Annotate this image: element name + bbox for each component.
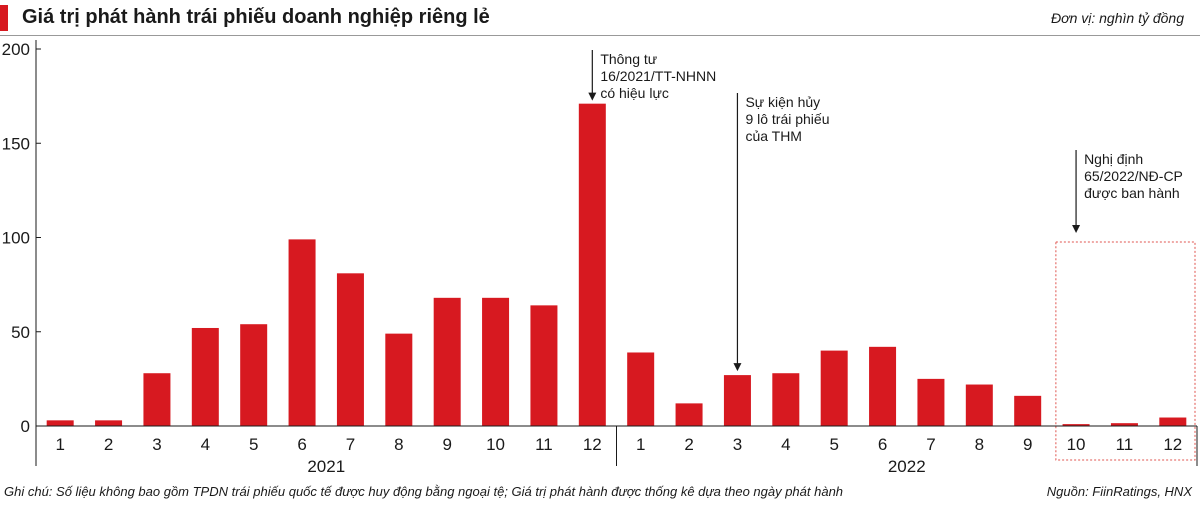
y-tick-label: 200 [2,40,30,59]
x-tick-label: 7 [346,435,355,454]
x-tick-label: 1 [636,435,645,454]
bar [143,373,171,426]
x-tick-label: 4 [201,435,210,454]
x-tick-label: 8 [975,435,984,454]
bar [723,375,751,426]
bar [191,327,219,426]
x-tick-label: 5 [829,435,838,454]
bar [336,273,364,426]
x-tick-label: 12 [1163,435,1182,454]
title-accent-bar [0,5,8,31]
x-tick-label: 11 [1116,435,1134,454]
footer-note: Ghi chú: Số liệu không bao gồm TPDN trái… [4,484,844,499]
bar [482,297,510,426]
x-tick-label: 8 [394,435,403,454]
bar [627,352,655,426]
bar [240,324,268,426]
bar [433,297,461,426]
bar [530,305,558,426]
bar [820,350,848,426]
bar [917,378,945,426]
chart-title: Giá trị phát hành trái phiếu doanh nghiệ… [22,6,490,28]
annotation-text: Sự kiện hủy [745,94,820,110]
annotation-text: 9 lô trái phiếu [745,111,829,127]
x-tick-label: 9 [1023,435,1032,454]
x-tick-label: 10 [1067,435,1086,454]
y-tick-label: 100 [2,229,30,248]
annotation-text: của THM [745,128,802,144]
x-tick-label: 5 [249,435,258,454]
bar [385,333,413,426]
bar [578,103,606,426]
bar [675,403,703,426]
x-tick-label: 6 [878,435,887,454]
year-label: 2021 [307,457,345,476]
x-tick-label: 2 [684,435,693,454]
annotation-text: Nghị định [1084,151,1143,167]
bar [1062,424,1090,426]
annotation-text: 65/2022/NĐ-CP [1084,168,1183,184]
bar [869,346,897,426]
bar [772,373,800,426]
x-tick-label: 2 [104,435,113,454]
annotation-arrowhead [588,92,597,101]
year-label: 2022 [888,457,926,476]
bar [1110,423,1138,426]
x-tick-label: 6 [297,435,306,454]
bar [965,384,993,426]
annotation-text: 16/2021/TT-NHNN [600,68,716,84]
bar [1159,417,1187,426]
chart-header: Giá trị phát hành trái phiếu doanh nghiệ… [0,0,1200,36]
header-divider [0,35,1200,36]
bar [288,239,316,426]
x-tick-label: 3 [733,435,742,454]
footer-source: Nguồn: FiinRatings, HNX [1046,484,1192,499]
annotation-arrowhead [733,363,742,372]
x-tick-label: 10 [486,435,505,454]
annotation-text: được ban hành [1084,185,1180,201]
x-tick-label: 9 [442,435,451,454]
y-tick-label: 0 [21,417,30,436]
bar [1014,395,1042,426]
x-tick-label: 4 [781,435,790,454]
annotation-text: có hiệu lực [600,85,669,101]
annotation-arrowhead [1072,225,1081,233]
bar [95,420,123,426]
x-tick-label: 12 [583,435,602,454]
y-tick-label: 150 [2,134,30,153]
unit-label: Đơn vị: nghìn tỷ đồng [1051,10,1184,26]
x-tick-label: 7 [926,435,935,454]
x-tick-label: 11 [535,435,553,454]
highlight-box [1055,241,1196,461]
annotation-text: Thông tư [600,51,657,67]
x-tick-label: 1 [55,435,64,454]
x-tick-label: 3 [152,435,161,454]
y-tick-label: 50 [11,323,30,342]
bar [46,420,74,426]
